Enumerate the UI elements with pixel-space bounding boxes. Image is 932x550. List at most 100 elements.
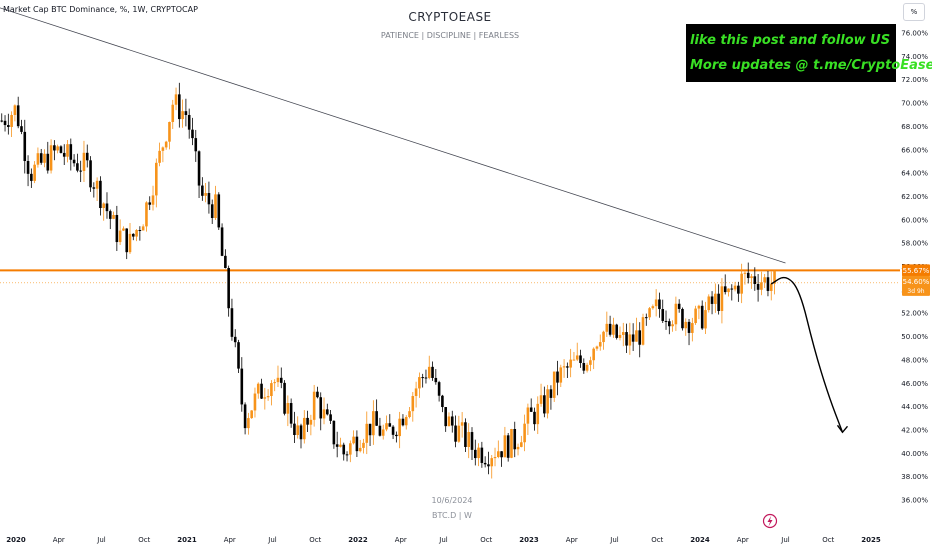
candle[interactable] [437, 380, 441, 402]
candle[interactable] [372, 400, 375, 445]
candle[interactable] [13, 104, 17, 122]
candle[interactable] [543, 386, 546, 418]
candle[interactable] [128, 223, 132, 255]
candle[interactable] [710, 291, 714, 315]
candle[interactable] [473, 439, 477, 466]
candle[interactable] [158, 142, 161, 167]
candle[interactable] [220, 223, 224, 257]
candle[interactable] [378, 417, 382, 437]
candle[interactable] [181, 99, 184, 128]
candle[interactable] [125, 228, 129, 260]
candle[interactable] [102, 202, 105, 221]
candle[interactable] [549, 385, 553, 410]
candle[interactable] [240, 357, 244, 412]
candle[interactable] [194, 129, 198, 162]
candle[interactable] [388, 414, 392, 427]
candle[interactable] [427, 355, 431, 380]
candle[interactable] [365, 411, 369, 455]
candle[interactable] [589, 356, 592, 372]
candle[interactable] [398, 411, 401, 449]
candle[interactable] [454, 415, 457, 448]
candle[interactable] [187, 108, 191, 139]
candle[interactable] [503, 426, 507, 458]
candle[interactable] [26, 155, 30, 187]
candle[interactable] [155, 158, 158, 208]
candle[interactable] [483, 456, 487, 468]
candle[interactable] [760, 271, 763, 296]
candle[interactable] [556, 360, 559, 396]
candle[interactable] [658, 292, 661, 318]
candle[interactable] [355, 430, 359, 458]
candle[interactable] [230, 298, 234, 341]
candle[interactable] [335, 431, 339, 458]
candle[interactable] [217, 192, 221, 230]
candle[interactable] [135, 229, 138, 242]
candle[interactable] [3, 115, 7, 132]
candle[interactable] [168, 121, 171, 150]
candle[interactable] [250, 410, 253, 419]
candle[interactable] [16, 96, 20, 129]
candle[interactable] [648, 306, 651, 321]
candle[interactable] [46, 141, 50, 174]
candle[interactable] [89, 156, 92, 192]
candle[interactable] [674, 296, 678, 331]
candle[interactable] [329, 409, 332, 425]
candle[interactable] [651, 304, 655, 310]
candle[interactable] [737, 281, 740, 302]
candle[interactable] [207, 181, 211, 214]
candle[interactable] [85, 144, 89, 168]
scale-percent-button[interactable]: % [903, 3, 925, 21]
candle[interactable] [612, 317, 615, 338]
candle[interactable] [72, 154, 76, 167]
candle[interactable] [332, 420, 336, 449]
candle[interactable] [559, 364, 563, 388]
candle[interactable] [668, 318, 671, 335]
candle[interactable] [296, 416, 300, 439]
candle[interactable] [641, 313, 645, 346]
candle[interactable] [539, 383, 543, 407]
projection-curve[interactable] [770, 276, 844, 433]
candle[interactable] [605, 311, 609, 337]
candle[interactable] [671, 320, 674, 332]
candle[interactable] [750, 273, 753, 289]
candle[interactable] [460, 412, 464, 438]
candle[interactable] [562, 359, 566, 378]
candle[interactable] [500, 451, 503, 467]
candle[interactable] [358, 439, 362, 453]
candle[interactable] [108, 209, 112, 230]
candle[interactable] [395, 431, 398, 443]
candle[interactable] [631, 323, 635, 352]
candle[interactable] [746, 262, 750, 284]
candle[interactable] [490, 455, 494, 479]
candle[interactable] [253, 387, 257, 418]
candle[interactable] [621, 322, 625, 347]
candle[interactable] [664, 310, 668, 330]
candle[interactable] [59, 145, 63, 154]
candle[interactable] [414, 381, 418, 408]
candle[interactable] [171, 99, 175, 129]
candle[interactable] [79, 160, 82, 183]
candle[interactable] [7, 113, 10, 135]
candle[interactable] [316, 386, 319, 399]
candle[interactable] [36, 147, 40, 168]
candle[interactable] [572, 351, 576, 361]
candle[interactable] [309, 414, 313, 436]
candle[interactable] [431, 361, 434, 381]
candle[interactable] [635, 317, 638, 342]
candle[interactable] [654, 289, 658, 317]
candle[interactable] [441, 394, 444, 413]
candle[interactable] [214, 185, 217, 220]
candle[interactable] [352, 430, 355, 445]
candle[interactable] [552, 371, 556, 402]
candle[interactable] [237, 339, 240, 374]
candle[interactable] [769, 271, 773, 301]
candle[interactable] [404, 415, 408, 430]
candle[interactable] [595, 345, 599, 351]
candle[interactable] [766, 270, 770, 297]
candle[interactable] [342, 442, 346, 461]
candle[interactable] [161, 146, 165, 163]
candle[interactable] [684, 318, 688, 336]
candle[interactable] [608, 315, 612, 337]
candle[interactable] [145, 201, 148, 232]
candle[interactable] [227, 265, 230, 317]
